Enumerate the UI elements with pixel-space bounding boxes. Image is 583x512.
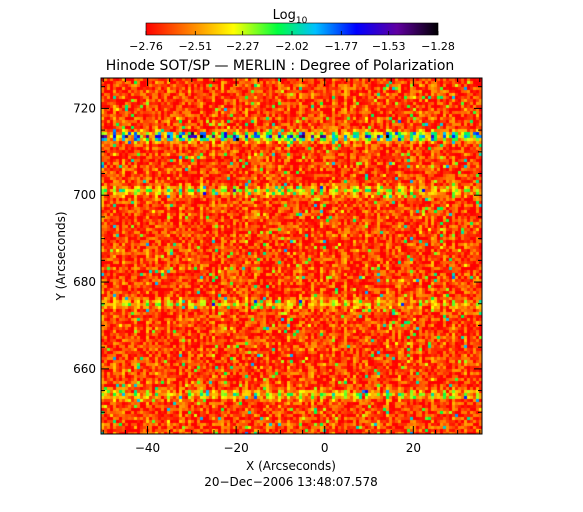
x-axis-label: X (Arcseconds)	[246, 459, 336, 473]
heatmap-canvas	[101, 78, 482, 434]
x-axis: −40 −20 0 20	[102, 78, 481, 455]
colorbar-tick-label: −1.77	[324, 40, 358, 53]
y-tick-label: 720	[73, 101, 96, 115]
y-tick-label: 680	[73, 275, 96, 289]
colorbar-tick-label: −1.28	[421, 40, 455, 53]
colorbar-tick-label: −1.53	[372, 40, 406, 53]
y-axis: 660 680 700 720	[73, 86, 482, 413]
heatmap	[101, 78, 482, 434]
y-tick-label: 700	[73, 188, 96, 202]
colorbar-label: Log10	[273, 8, 308, 26]
colorbar-tick-label: −2.76	[129, 40, 163, 53]
x-tick-label: −40	[135, 441, 160, 455]
timestamp: 20−Dec−2006 13:48:07.578	[204, 475, 378, 489]
chart-title: Hinode SOT/SP — MERLIN : Degree of Polar…	[106, 58, 455, 74]
colorbar-tick-label: −2.51	[178, 40, 212, 53]
colorbar-tick-label: −2.27	[226, 40, 260, 53]
colorbar-ticks: −2.76 −2.51 −2.27 −2.02 −1.77 −1.53 −1.28	[129, 31, 455, 53]
x-tick-label: −20	[223, 441, 248, 455]
x-tick-label: 0	[321, 441, 329, 455]
x-tick-label: 20	[406, 441, 421, 455]
plot-frame	[100, 77, 483, 435]
y-tick-label: 660	[73, 362, 96, 376]
colorbar-tick-label: −2.02	[275, 40, 309, 53]
y-axis-label: Y (Arcseconds)	[54, 211, 68, 301]
